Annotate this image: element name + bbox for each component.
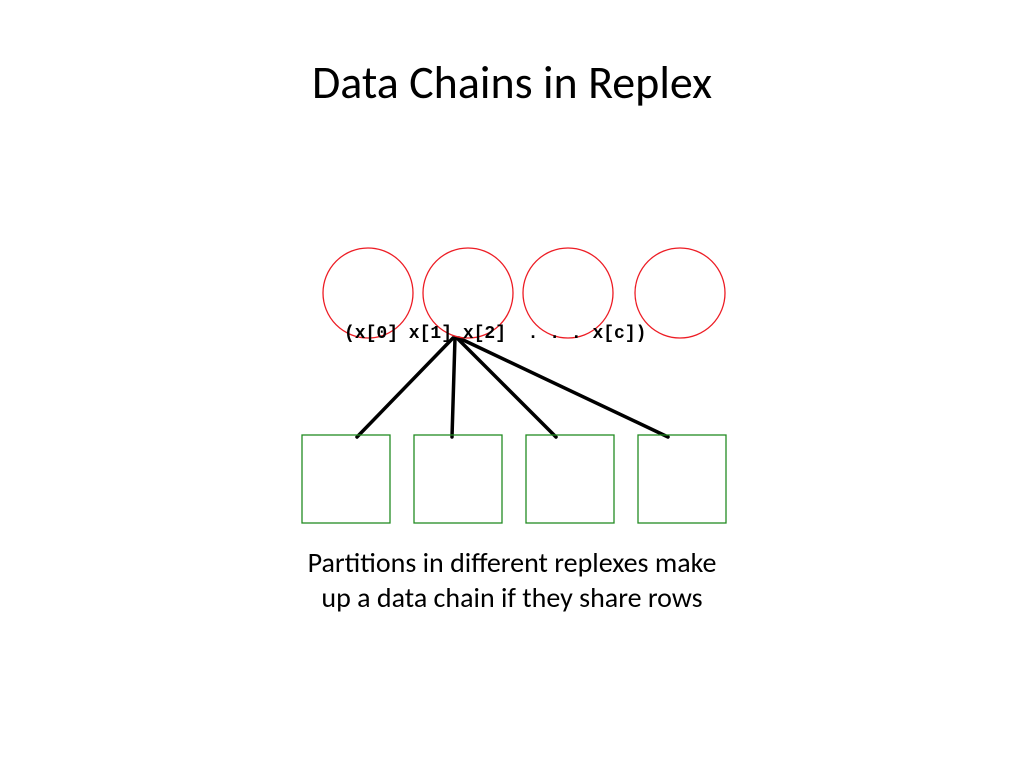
connector-line-2 xyxy=(457,338,556,437)
connector-lines xyxy=(357,338,668,437)
circle-node-3 xyxy=(635,248,725,338)
square-nodes xyxy=(302,435,726,523)
square-node-3 xyxy=(638,435,726,523)
slide: Data Chains in Replex (x[0] x[1] x[2] . … xyxy=(0,0,1024,768)
code-label: (x[0] x[1] x[2] . . . x[c]) xyxy=(344,324,646,344)
caption-line-1: Partitions in different replexes make xyxy=(308,545,717,580)
caption-text: Partitions in different replexes make up… xyxy=(0,545,1024,615)
connector-line-1 xyxy=(452,338,455,437)
caption-line-2: up a data chain if they share rows xyxy=(321,580,702,615)
square-node-2 xyxy=(526,435,614,523)
connector-line-0 xyxy=(357,338,453,437)
square-node-0 xyxy=(302,435,390,523)
diagram-svg xyxy=(0,0,1024,768)
connector-line-3 xyxy=(459,338,668,437)
square-node-1 xyxy=(414,435,502,523)
